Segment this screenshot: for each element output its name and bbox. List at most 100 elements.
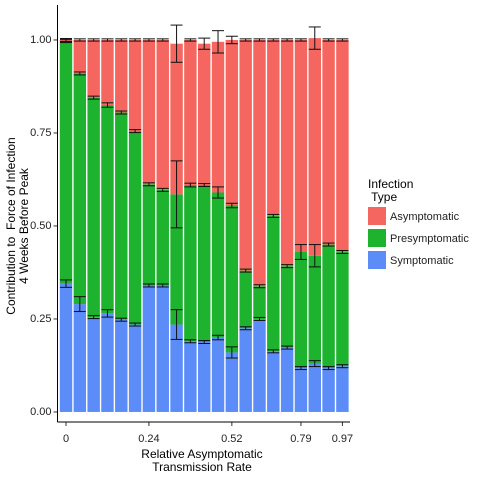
error-bar	[253, 316, 266, 321]
bar-segment	[73, 73, 87, 305]
error-bar	[87, 315, 100, 320]
bar-segment	[115, 112, 128, 320]
bar-segment	[322, 39, 335, 245]
legend-label: Symptomatic	[390, 255, 454, 267]
bar-segment	[336, 252, 349, 367]
bar-segment	[267, 215, 280, 352]
y-tick-label: 0.00	[30, 406, 51, 418]
bar-segment	[239, 39, 252, 271]
error-bar	[267, 213, 280, 218]
bar-segment	[73, 39, 87, 74]
bar-segment	[128, 131, 142, 325]
error-bar	[308, 360, 321, 368]
error-bar	[239, 268, 252, 273]
legend-label: Presymptomatic	[390, 233, 469, 245]
error-bar	[225, 35, 238, 45]
error-bar	[60, 37, 73, 42]
error-bar	[281, 38, 294, 42]
x-tick-label: 0.52	[221, 433, 242, 445]
error-bar	[156, 38, 169, 42]
error-bar	[322, 38, 335, 42]
error-bar	[87, 95, 100, 100]
x-tick-label: 0.24	[138, 433, 159, 445]
error-bar	[294, 244, 307, 260]
bar-segment	[211, 41, 225, 193]
error-bar	[198, 37, 211, 50]
bar-segment	[142, 39, 156, 185]
bar-segment	[253, 318, 266, 412]
bar-segment	[336, 39, 349, 253]
error-bar	[170, 24, 183, 63]
bar-segment	[267, 39, 280, 216]
y-axis-label: Contribution to Force of Infection	[4, 137, 18, 314]
error-bar	[308, 244, 321, 268]
bar-segment	[115, 319, 128, 412]
error-bar	[73, 71, 86, 76]
error-bar	[129, 38, 142, 42]
bar-segment	[294, 39, 308, 253]
error-bar	[212, 186, 225, 199]
x-tick-label: 0.79	[290, 433, 311, 445]
bar-segment	[308, 38, 321, 256]
error-bar	[267, 38, 280, 42]
bar-segment	[253, 39, 266, 287]
bar-segment	[308, 255, 321, 364]
bar-segment	[267, 351, 280, 412]
bar-segment	[184, 39, 197, 186]
error-bar	[73, 296, 86, 313]
y-tick-label: 0.50	[30, 220, 51, 232]
bar-segment	[308, 363, 321, 412]
error-bar	[336, 250, 349, 254]
bar-segment	[156, 39, 169, 190]
error-bar	[142, 283, 155, 288]
error-bar	[198, 183, 211, 188]
error-bar	[156, 283, 169, 288]
bar-segment	[170, 194, 183, 325]
error-bar	[60, 279, 73, 288]
bar-segment	[184, 185, 197, 342]
bar-segment	[170, 324, 183, 412]
bar-segment	[280, 39, 294, 267]
bar-segment	[101, 39, 114, 106]
bar-segment	[170, 43, 183, 195]
bar-segment	[73, 304, 87, 412]
error-bar	[322, 366, 335, 371]
legend-title: Type	[368, 190, 397, 204]
x-tick-label: 0.97	[332, 433, 353, 445]
error-bar	[142, 182, 155, 187]
bar-segment	[101, 313, 114, 412]
error-bar	[101, 102, 114, 108]
bar-segment	[322, 244, 335, 369]
legend-title: Infection	[368, 177, 413, 191]
bar-segment	[156, 189, 169, 286]
bar-segment	[128, 39, 142, 132]
error-bar	[170, 160, 183, 229]
error-bar	[129, 322, 142, 327]
bar-segment	[239, 270, 252, 329]
error-bar	[212, 334, 225, 341]
error-bar	[212, 30, 225, 54]
error-bar	[184, 38, 197, 42]
error-bar	[101, 38, 114, 42]
y-tick-label: 0.75	[30, 127, 51, 139]
bar-segment	[239, 328, 252, 412]
bar-segment	[280, 347, 294, 412]
error-bar	[142, 38, 155, 42]
error-bar	[267, 349, 280, 354]
error-bar	[281, 264, 294, 269]
bar-segment	[211, 337, 225, 412]
error-bar	[184, 182, 197, 188]
bar-segment	[225, 39, 239, 206]
bar-segment	[59, 283, 73, 412]
legend-label: Asymptomatic	[390, 211, 460, 223]
error-bar	[170, 309, 183, 340]
error-bar	[294, 38, 307, 42]
error-bar	[129, 129, 142, 134]
error-bar	[336, 38, 349, 42]
bar-segment	[225, 205, 239, 353]
y-tick-label: 1.00	[30, 34, 51, 46]
error-bar	[225, 346, 238, 359]
x-axis-label: Transmission Rate	[152, 460, 252, 474]
bar-segment	[101, 105, 114, 314]
